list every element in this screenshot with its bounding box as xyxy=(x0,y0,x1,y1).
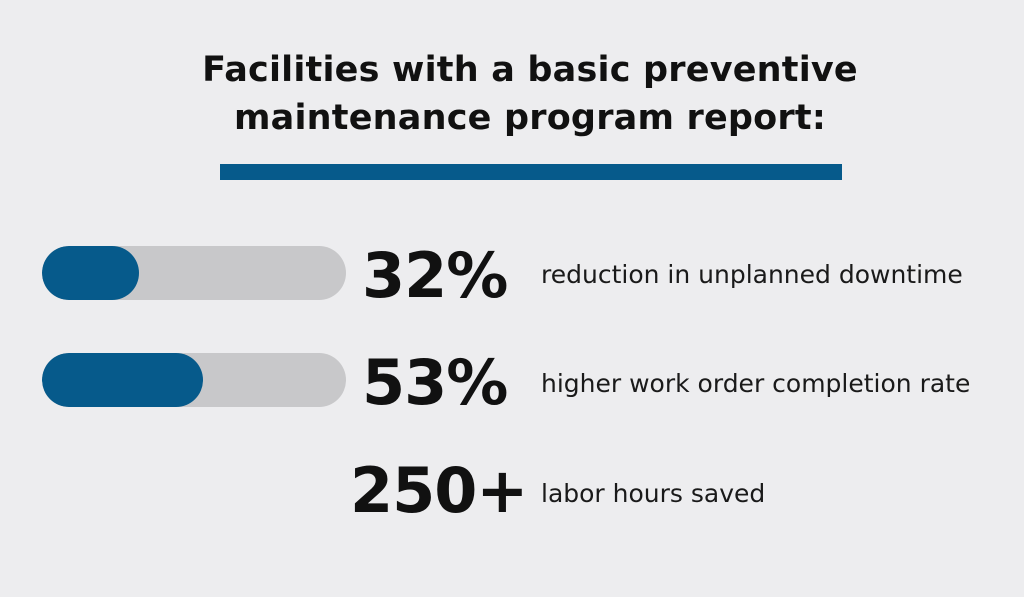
heading-line-1: Facilities with a basic preventive xyxy=(202,50,858,90)
heading: Facilities with a basic preventive maint… xyxy=(0,46,1024,142)
progress-bar-downtime xyxy=(42,246,346,300)
progress-fill-work-order xyxy=(42,353,204,407)
stat-value-work-order: 53% xyxy=(362,346,508,419)
stat-value-labor-hours: 250+ xyxy=(350,454,528,527)
heading-underline xyxy=(220,164,842,180)
stat-label-downtime: reduction in unplanned downtime xyxy=(541,260,963,289)
stat-label-work-order: higher work order completion rate xyxy=(541,369,971,398)
progress-bar-work-order xyxy=(42,353,346,407)
heading-line-2: maintenance program report: xyxy=(233,98,827,138)
progress-fill-downtime xyxy=(42,246,140,300)
stat-value-downtime: 32% xyxy=(362,239,508,312)
stat-label-labor-hours: labor hours saved xyxy=(541,479,766,508)
